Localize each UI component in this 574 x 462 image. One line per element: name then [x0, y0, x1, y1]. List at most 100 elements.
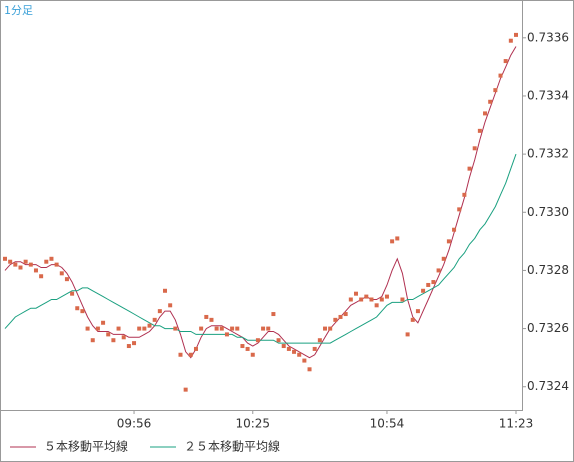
y-tick-label: 0.7324 — [527, 379, 569, 393]
price-point — [157, 309, 162, 314]
y-tick-label: 0.7330 — [527, 205, 569, 219]
price-point — [39, 274, 44, 279]
price-point — [436, 268, 441, 273]
price-point — [483, 111, 488, 116]
price-point — [297, 352, 302, 357]
price-point — [467, 166, 472, 171]
price-point — [59, 271, 64, 276]
plot-area — [0, 0, 523, 411]
price-point — [457, 207, 462, 212]
price-point — [199, 326, 204, 331]
y-tick-label: 0.7336 — [527, 30, 569, 44]
price-point — [121, 335, 126, 340]
price-point — [421, 288, 426, 293]
price-point — [292, 349, 297, 354]
price-point — [503, 59, 508, 64]
price-point — [477, 128, 482, 133]
price-point — [33, 268, 38, 273]
price-point — [431, 280, 436, 285]
price-point — [137, 326, 142, 331]
price-point — [286, 346, 291, 351]
price-point — [106, 332, 111, 337]
price-point — [405, 332, 410, 337]
price-point — [230, 326, 235, 331]
price-point — [343, 312, 348, 317]
price-point — [13, 262, 18, 267]
price-point — [152, 317, 157, 322]
price-point — [255, 338, 260, 343]
price-point — [379, 297, 384, 302]
y-tick-label: 0.7328 — [527, 263, 569, 277]
price-point — [452, 227, 457, 232]
legend-label: ２５本移動平均線 — [184, 439, 280, 454]
price-point — [359, 297, 364, 302]
price-point — [235, 326, 240, 331]
price-point — [276, 338, 281, 343]
price-point — [126, 344, 131, 349]
price-point — [64, 277, 69, 282]
price-point — [23, 259, 28, 264]
price-point — [441, 256, 446, 261]
x-tick-label: 11:23 — [499, 417, 534, 431]
price-point — [142, 326, 147, 331]
price-point — [245, 346, 250, 351]
price-point — [317, 338, 322, 343]
price-point — [390, 239, 395, 244]
price-point — [498, 73, 503, 78]
price-point — [415, 309, 420, 314]
price-point — [111, 338, 116, 343]
price-point — [49, 256, 54, 261]
price-point — [312, 346, 317, 351]
price-point — [193, 346, 198, 351]
price-point — [209, 317, 214, 322]
price-point — [80, 309, 85, 314]
price-point — [400, 297, 405, 302]
price-point — [353, 291, 358, 296]
price-point — [462, 192, 467, 197]
price-point — [219, 326, 224, 331]
price-point — [369, 297, 374, 302]
price-point — [395, 236, 400, 241]
price-point — [224, 332, 229, 337]
price-point — [214, 326, 219, 331]
price-point — [44, 259, 49, 264]
y-tick-label: 0.7334 — [527, 88, 569, 102]
price-point — [178, 352, 183, 357]
price-point — [410, 317, 415, 322]
price-point — [204, 314, 209, 319]
price-point — [348, 297, 353, 302]
price-point — [488, 99, 493, 104]
price-point — [364, 294, 369, 299]
price-point — [508, 38, 513, 43]
chart-title: 1分足 — [4, 4, 33, 17]
price-point — [261, 326, 266, 331]
price-point — [132, 341, 137, 346]
price-point — [168, 303, 173, 308]
x-tick-label: 09:56 — [117, 417, 152, 431]
price-point — [116, 326, 121, 331]
x-tick-label: 10:25 — [235, 417, 270, 431]
price-point — [384, 294, 389, 299]
price-point — [493, 88, 498, 93]
price-point — [28, 262, 33, 267]
x-tick-label: 10:54 — [370, 417, 405, 431]
price-point — [85, 326, 90, 331]
legend-label: ５本移動平均線 — [44, 439, 128, 454]
price-point — [302, 358, 307, 363]
price-point — [338, 314, 343, 319]
price-point — [328, 326, 333, 331]
price-point — [266, 326, 271, 331]
price-point — [250, 352, 255, 357]
price-point — [95, 326, 100, 331]
price-point — [514, 32, 518, 37]
price-point — [90, 338, 95, 343]
price-point — [240, 344, 245, 349]
price-point — [101, 320, 106, 325]
price-point — [374, 303, 379, 308]
price-point — [446, 239, 451, 244]
price-point — [54, 262, 59, 267]
price-point — [188, 352, 193, 357]
price-point — [333, 317, 338, 322]
